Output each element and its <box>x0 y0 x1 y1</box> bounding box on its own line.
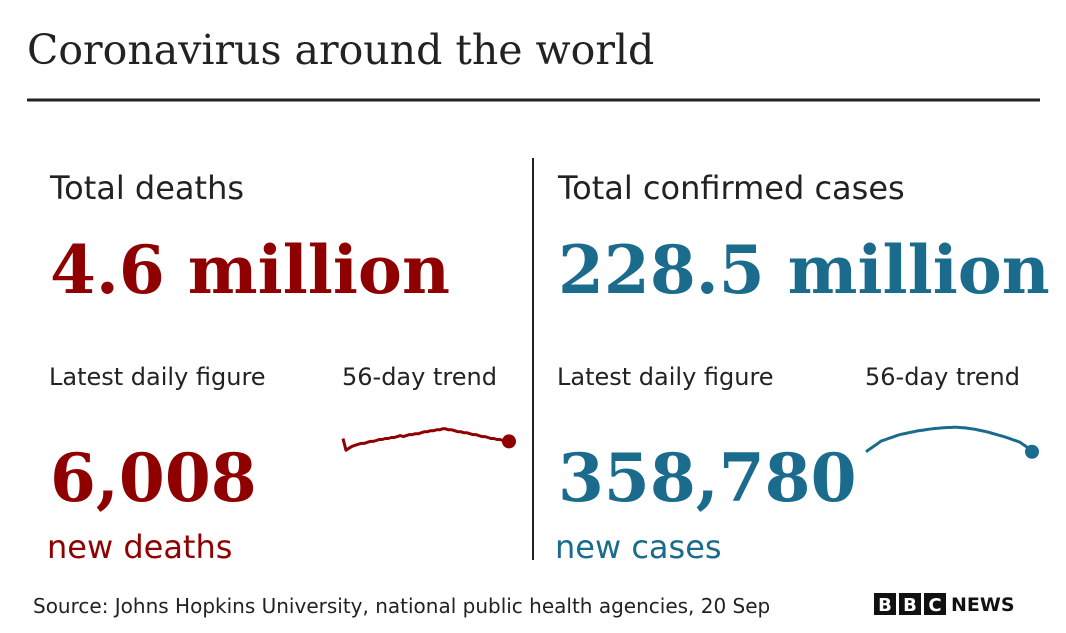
logo-letter: C <box>928 595 941 616</box>
daily-label: Latest daily figure <box>49 363 266 391</box>
daily-unit: new cases <box>555 528 722 566</box>
logo-block <box>874 593 896 615</box>
trend-label: 56-day trend <box>342 363 497 391</box>
logo-block <box>899 593 921 615</box>
daily-figure: 6,008 <box>50 439 257 517</box>
panel-heading: Total confirmed cases <box>557 169 905 207</box>
total-figure: 228.5 million <box>558 231 1050 309</box>
trend-line <box>865 425 1034 454</box>
daily-figure: 358,780 <box>558 439 857 517</box>
daily-label: Latest daily figure <box>557 363 774 391</box>
panel-heading: Total deaths <box>49 169 244 207</box>
trend-line <box>341 427 510 452</box>
logo-letter: B <box>878 595 892 616</box>
title: Coronavirus around the world <box>27 26 654 74</box>
trend-end-dot <box>502 434 516 449</box>
bbc-news-logo: B B C NEWS <box>874 593 1015 616</box>
trend-end-dot <box>1025 444 1039 459</box>
daily-unit: new deaths <box>47 528 232 566</box>
logo-text: NEWS <box>951 594 1015 616</box>
logo-letter: B <box>903 595 917 616</box>
logo-block <box>924 593 946 615</box>
source: Source: Johns Hopkins University, nation… <box>33 594 770 618</box>
total-figure: 4.6 million <box>50 231 450 309</box>
trend-label: 56-day trend <box>865 363 1020 391</box>
